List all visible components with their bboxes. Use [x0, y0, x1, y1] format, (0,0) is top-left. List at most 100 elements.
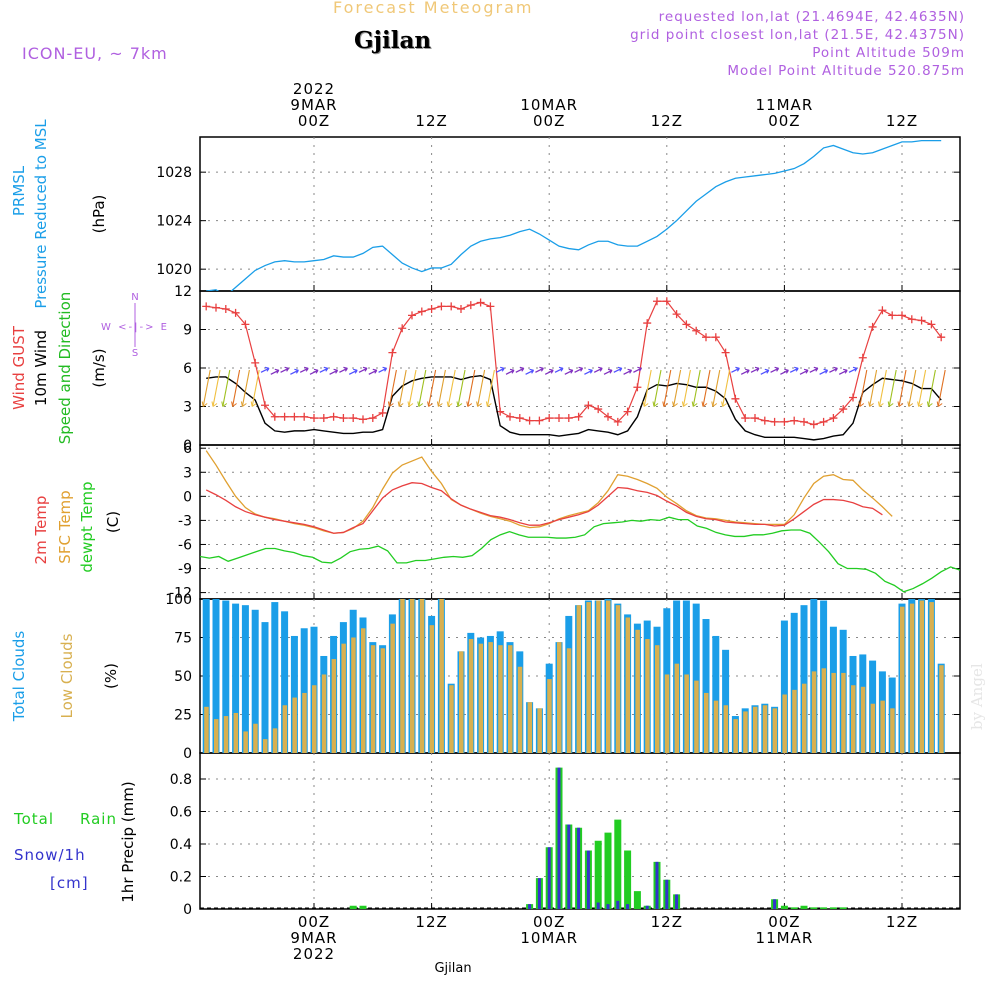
- pressure-unit: (hPa): [90, 195, 108, 234]
- gust-point: [368, 414, 377, 423]
- wind-direction-arrow: [623, 369, 632, 375]
- gust-point: [623, 407, 632, 416]
- total-cloud-bar: [261, 622, 269, 753]
- wind-ytick-label: 3: [183, 400, 192, 416]
- wind-direction-arrow: [525, 369, 534, 375]
- low-cloud-bar: [704, 692, 709, 753]
- rain-bar: [614, 819, 622, 909]
- wind-direction-arrow: [264, 366, 270, 372]
- wind-direction-barb: [456, 401, 463, 407]
- time-label-bottom: 2022: [293, 945, 335, 963]
- low-cloud-bar: [831, 672, 836, 753]
- wind-direction-barb: [868, 401, 874, 407]
- wind-direction-arrow: [515, 367, 525, 373]
- wind-direction-barb: [908, 369, 917, 407]
- gust-point: [751, 414, 759, 423]
- wind-direction-barb: [652, 401, 659, 407]
- wind-direction-arrow: [588, 368, 593, 374]
- low-cloud-bar: [390, 623, 395, 753]
- gust-point: [653, 297, 661, 306]
- gust-point: [594, 405, 603, 414]
- wind-direction-arrow: [598, 366, 603, 372]
- gust-point: [927, 320, 936, 329]
- clouds-ytick-label: 50: [174, 669, 192, 685]
- rain-bar: [829, 907, 837, 909]
- pressure-axis-title: PRMSL: [10, 165, 28, 216]
- wind-direction-arrow: [529, 368, 535, 374]
- snow-bar: [586, 850, 590, 909]
- low-cloud-bar: [762, 705, 768, 753]
- time-label-top: 12Z: [886, 112, 918, 130]
- snow-bar: [773, 899, 777, 909]
- gust-point: [486, 302, 495, 311]
- gust-point: [270, 412, 279, 421]
- legend-snow: Snow/1h: [14, 846, 86, 864]
- gust-point: [535, 416, 544, 425]
- wind-direction-arrow: [348, 369, 358, 375]
- gust-point: [809, 420, 818, 429]
- time-label-top: 11MAR: [756, 96, 814, 114]
- total-cloud-bar: [290, 635, 298, 753]
- temperature-ytick-label: -3: [178, 513, 192, 529]
- gust-point: [427, 304, 436, 313]
- time-label-top: 12Z: [651, 112, 683, 130]
- low-cloud-bar: [547, 679, 552, 753]
- gust-point: [339, 414, 348, 423]
- gust-point: [300, 412, 309, 421]
- wind-direction-arrow: [780, 369, 789, 375]
- low-cloud-bar: [439, 599, 444, 753]
- low-cloud-bar: [782, 694, 787, 753]
- wind-direction-barb: [417, 401, 424, 407]
- wind-direction-barb: [858, 401, 865, 407]
- wind-direction-barb: [485, 401, 492, 407]
- gust-point: [741, 414, 750, 423]
- gust-point: [329, 412, 338, 421]
- wind-direction-barb: [387, 401, 394, 407]
- low-cloud-bar: [929, 602, 934, 753]
- station-name: Gjilan: [354, 27, 432, 54]
- time-label-bottom: 9MAR: [290, 929, 337, 947]
- low-cloud-bar: [694, 680, 699, 753]
- total-cloud-bar: [251, 609, 259, 753]
- temperature-frame: [199, 444, 961, 600]
- wind-direction-arrow: [750, 367, 760, 373]
- wind-direction-barb: [211, 401, 218, 407]
- low-cloud-bar: [939, 665, 944, 753]
- wind-direction-arrow: [353, 368, 358, 374]
- temp-axis-title: 2m Temp: [32, 496, 50, 565]
- snow-bar: [675, 894, 679, 909]
- low-cloud-bar: [361, 628, 366, 753]
- wind-direction-barb: [682, 369, 691, 407]
- low-cloud-bar: [900, 606, 905, 753]
- low-cloud-bar: [811, 671, 817, 753]
- gust-axis-title: Wind GUST: [10, 325, 28, 410]
- time-label-top: 2022: [293, 80, 335, 98]
- low-cloud-bar: [655, 645, 660, 753]
- wind-direction-barb: [721, 401, 727, 407]
- wind-direction-barb: [231, 401, 237, 407]
- wind-unit: (m/s): [90, 348, 108, 387]
- low-cloud-bar: [517, 666, 523, 753]
- snow-bar: [616, 900, 620, 909]
- snow-bar: [577, 827, 581, 909]
- low-cloud-bar: [860, 686, 866, 753]
- wind-direction-barb: [388, 369, 397, 407]
- wind-direction-barb: [241, 369, 250, 407]
- wind-direction-arrow: [362, 366, 368, 372]
- gust-line: [206, 300, 942, 426]
- wind-direction-barb: [476, 401, 482, 407]
- wind-direction-arrow: [329, 369, 338, 375]
- rain-bar: [839, 907, 847, 909]
- wind-direction-barb: [397, 401, 404, 407]
- gust-point: [398, 324, 407, 333]
- gust-point: [221, 304, 230, 313]
- wind-direction-arrow: [735, 366, 740, 372]
- wind-direction-arrow: [760, 369, 770, 375]
- gust-point: [907, 315, 916, 324]
- rain-bar: [780, 905, 788, 909]
- wind-direction-barb: [240, 401, 247, 407]
- low-cloud-bar: [557, 642, 562, 753]
- precip-ytick-label: 0.8: [170, 772, 192, 788]
- wind-direction-arrow: [578, 366, 584, 372]
- gust-point: [417, 307, 426, 316]
